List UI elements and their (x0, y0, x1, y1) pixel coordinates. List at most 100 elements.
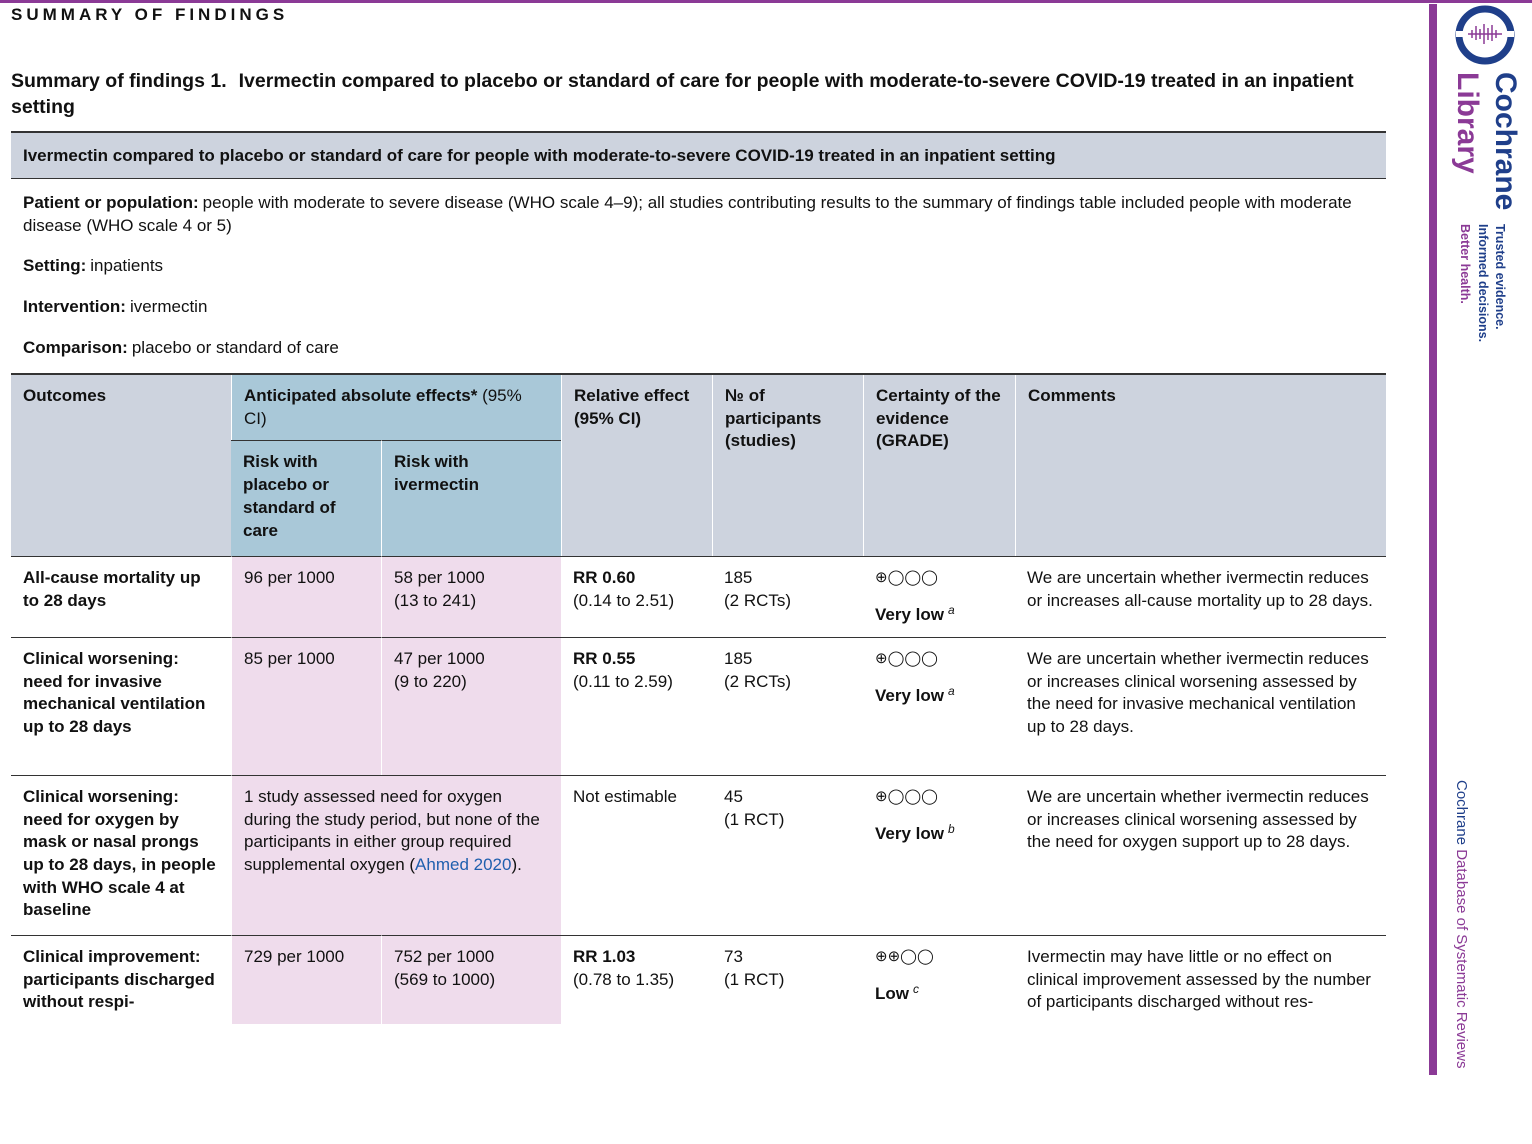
certainty-symbols: ⊕⊕◯◯ (875, 947, 934, 965)
cell-text: 752 per 1000 (394, 946, 495, 966)
info-label: Patient or population: (23, 193, 199, 212)
top-rule (0, 0, 1532, 3)
cell-text: 58 per 1000 (394, 568, 485, 588)
tagline: Informed decisions. (1476, 224, 1490, 342)
cell-text: 47 per 1000 (394, 648, 485, 668)
brand-bottom: Library (1451, 72, 1484, 174)
header-cell: Risk with placebo or standard of care (231, 440, 381, 557)
cell-text: RR 1.03 (573, 946, 636, 966)
ivermectin-cell: 752 per 1000 (569 to 1000) (381, 934, 562, 1024)
tagline: Better health. (1458, 224, 1472, 304)
info-line: Intervention: ivermectin (23, 296, 1363, 319)
cell-text: (0.78 to 1.35) (573, 969, 675, 989)
comment-cell: We are uncertain whether ivermectin redu… (1015, 774, 1387, 935)
cell-text: RR 0.55 (573, 648, 636, 668)
ivermectin-cell: 47 per 1000 (9 to 220) (381, 636, 562, 775)
header-cell: Comments (1015, 375, 1387, 557)
cell-text: (0.14 to 2.51) (573, 591, 675, 611)
participants-cell: 45 (1 RCT) (712, 774, 864, 935)
relative-cell: RR 0.60 (0.14 to 2.51) (561, 556, 713, 636)
grade-text: Very low (875, 685, 944, 705)
certainty-grade: Low c (875, 978, 1003, 1006)
comment-cell: We are uncertain whether ivermectin redu… (1015, 556, 1387, 636)
cell-text: (9 to 220) (394, 671, 467, 691)
table-row: Clinical worsening: need for invasive me… (11, 636, 1387, 775)
footnote-mark: b (948, 821, 955, 836)
grade-text: Very low (875, 823, 944, 843)
cell-text: (569 to 1000) (394, 969, 496, 989)
info: Patient or population: people with modera… (23, 192, 1363, 378)
cell-text: RR 0.60 (573, 568, 636, 588)
certainty-symbols: ⊕◯◯◯ (875, 569, 938, 587)
outcome-cell: All-cause mortality up to 28 days (11, 556, 231, 636)
outcome-cell: Clinical worsening: need for invasive me… (11, 636, 231, 775)
info-label: Intervention: (23, 297, 126, 317)
header-cell: Relative effect (95% CI) (561, 375, 713, 557)
reference-link[interactable]: Ahmed 2020 (415, 854, 512, 874)
spacer (875, 671, 1003, 680)
tagline: Trusted evidence. (1493, 224, 1507, 330)
placebo-cell: 729 per 1000 (231, 934, 381, 1024)
section-heading: SUMMARY OF FINDINGS (11, 5, 289, 24)
placebo-cell: 85 per 1000 (231, 636, 381, 775)
journal-brand: Cochrane (1453, 780, 1470, 845)
sidebar-rule (1429, 4, 1437, 1075)
table-title: Summary of findings 1. Ivermectin compare… (11, 68, 1386, 120)
info-text: inpatients (90, 256, 164, 276)
info-text: ivermectin (129, 297, 208, 317)
outcome-cell: Clinical worsening: need for oxygen by m… (11, 774, 231, 935)
cell-text: (1 RCT) (724, 969, 785, 989)
participants-cell: 185 (2 RCTs) (712, 556, 864, 636)
table-row: All-cause mortality up to 28 days 96 per … (11, 556, 1387, 637)
certainty-cell: ⊕◯◯◯ Very low a (863, 636, 1016, 775)
spacer (875, 969, 1003, 978)
header-text: (95% CI) (244, 386, 522, 428)
relative-cell: Not estimable (561, 774, 713, 935)
header-cell: Outcomes (11, 375, 231, 557)
cell-text: ). (511, 854, 522, 874)
logo-lines (1468, 24, 1502, 44)
grade-text: Low (875, 983, 910, 1003)
banner: Ivermectin compared to placebo or standa… (11, 131, 1386, 179)
info-label: Setting: (23, 256, 87, 276)
journal-title: Database of Systematic Reviews (1453, 849, 1470, 1068)
sidebar: Cochrane Library Trusted evidence. Infor… (1429, 4, 1522, 1075)
title-text: Ivermectin compared to placebo or standa… (11, 70, 1354, 118)
header-row: Outcomes Anticipated absolute effects* (… (11, 375, 1387, 557)
info-line: Comparison: placebo or standard of care (23, 337, 1363, 360)
relative-cell: RR 0.55 (0.11 to 2.59) (561, 636, 713, 775)
footnote-mark: a (948, 603, 955, 618)
header-text: Anticipated absolute effects* (244, 386, 478, 405)
spacer (875, 590, 1003, 599)
grade-text: Very low (875, 605, 944, 625)
header-cell: Risk with ivermectin (381, 440, 562, 557)
certainty-grade: Very low a (875, 599, 1003, 627)
cell-text: 185 (724, 568, 753, 588)
cell-text: 45 (724, 786, 743, 806)
header-cell: Anticipated absolute effects* (95% CI) (231, 375, 562, 441)
footnote-mark: c (913, 981, 920, 996)
info-label: Comparison: (23, 337, 128, 357)
spacer (875, 809, 1003, 818)
title-label: Summary of findings 1. (11, 70, 227, 92)
relative-cell: RR 1.03 (0.78 to 1.35) (561, 934, 713, 1024)
certainty-cell: ⊕⊕◯◯ Low c (863, 934, 1016, 1024)
cell-text: (2 RCTs) (724, 671, 792, 691)
certainty-symbols: ⊕◯◯◯ (875, 787, 938, 805)
cell-text: (1 RCT) (724, 809, 785, 829)
table-row: Clinical improvement: participants disch… (11, 934, 1387, 1024)
info-line: Setting: inpatients (23, 255, 1363, 278)
cell-text: (0.11 to 2.59) (573, 671, 673, 691)
header-cell: № of participants (studies) (712, 375, 864, 557)
cell-text: 1 study assessed need for oxygen during … (244, 786, 540, 874)
comment-cell: We are uncertain whether ivermectin redu… (1015, 636, 1387, 775)
table-row: Clinical worsening: need for oxygen by m… (11, 774, 1387, 935)
cell-text: (2 RCTs) (724, 591, 792, 611)
certainty-symbols: ⊕◯◯◯ (875, 649, 938, 667)
merged-cell: 1 study assessed need for oxygen during … (231, 774, 562, 935)
journal: Cochrane Database of Systematic Reviews (1453, 780, 1470, 1068)
cell-text: (13 to 241) (394, 591, 477, 611)
info-text: placebo or standard of care (131, 337, 339, 357)
comment-cell: Ivermectin may have little or no effect … (1015, 934, 1387, 1024)
